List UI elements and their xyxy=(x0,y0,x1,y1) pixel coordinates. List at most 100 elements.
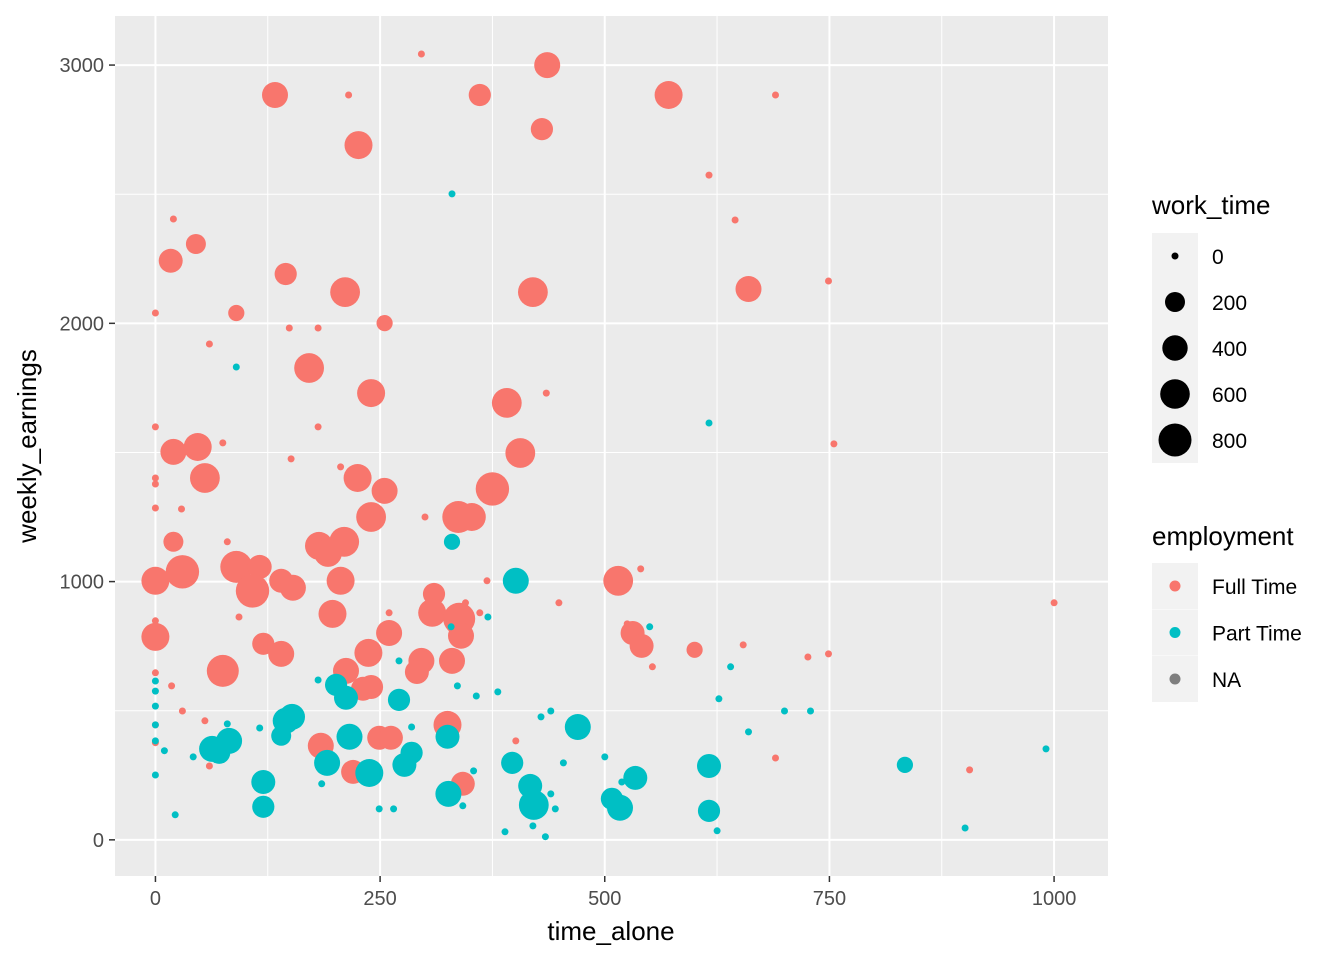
x-tick-label: 500 xyxy=(588,888,621,910)
data-point-part-time xyxy=(697,799,721,823)
data-point-full-time xyxy=(542,389,550,397)
data-point-full-time xyxy=(637,565,645,573)
data-point-part-time xyxy=(551,805,559,813)
data-point-full-time xyxy=(219,439,227,447)
data-point-full-time xyxy=(421,513,429,521)
data-point-part-time xyxy=(447,623,455,631)
data-point-part-time xyxy=(547,790,555,798)
data-point-full-time xyxy=(354,638,383,667)
size-legend-symbol xyxy=(1171,252,1179,260)
data-point-full-time xyxy=(141,622,170,651)
data-point-full-time xyxy=(235,613,243,621)
data-point-full-time xyxy=(223,538,231,546)
color-legend-title: employment xyxy=(1152,521,1294,551)
data-point-full-time xyxy=(475,472,510,506)
color-legend-label: Full Time xyxy=(1212,576,1297,599)
data-point-full-time xyxy=(378,725,403,750)
data-point-full-time xyxy=(178,707,186,715)
data-point-part-time xyxy=(151,737,159,745)
data-point-full-time xyxy=(359,675,384,699)
data-point-full-time xyxy=(623,620,631,628)
data-point-full-time xyxy=(739,641,747,649)
data-point-full-time xyxy=(190,463,220,493)
data-point-full-time xyxy=(337,463,345,471)
data-point-part-time xyxy=(387,688,411,712)
data-point-full-time xyxy=(314,538,342,567)
data-point-part-time xyxy=(232,363,240,371)
data-point-full-time xyxy=(158,248,183,273)
data-point-full-time xyxy=(228,304,245,322)
size-legend-title: work_time xyxy=(1151,190,1270,220)
data-point-full-time xyxy=(165,555,200,589)
data-point-part-time xyxy=(494,688,502,696)
data-point-part-time xyxy=(443,533,461,550)
data-point-part-time xyxy=(375,805,383,813)
data-point-full-time xyxy=(1050,599,1058,607)
data-point-full-time xyxy=(448,622,474,649)
data-point-full-time xyxy=(287,455,295,463)
data-point-part-time xyxy=(1042,745,1050,753)
data-point-full-time xyxy=(468,83,491,107)
data-point-part-time xyxy=(189,753,197,761)
data-point-full-time xyxy=(505,438,536,468)
data-point-part-time xyxy=(781,707,788,715)
y-tick-label: 3000 xyxy=(60,55,105,77)
data-point-full-time xyxy=(318,599,347,628)
data-point-full-time xyxy=(356,502,386,532)
data-point-part-time xyxy=(390,805,398,813)
size-legend-label: 600 xyxy=(1212,384,1247,407)
data-point-full-time xyxy=(491,388,522,418)
data-point-full-time xyxy=(294,353,324,383)
data-point-part-time xyxy=(151,702,159,710)
data-point-full-time xyxy=(344,131,373,160)
data-point-full-time xyxy=(462,599,469,607)
data-point-full-time xyxy=(279,574,306,601)
data-point-full-time xyxy=(205,762,213,770)
data-point-full-time xyxy=(555,599,563,607)
color-legend-label: Part Time xyxy=(1212,623,1302,646)
data-point-full-time xyxy=(376,315,393,332)
data-point-full-time xyxy=(418,598,447,627)
data-point-part-time xyxy=(453,682,461,690)
data-point-part-time xyxy=(256,724,264,732)
data-point-part-time xyxy=(151,687,159,695)
data-point-full-time xyxy=(825,277,832,285)
x-tick-label: 250 xyxy=(363,888,396,910)
data-point-full-time xyxy=(966,766,974,774)
data-point-full-time xyxy=(268,640,295,667)
data-point-full-time xyxy=(201,717,209,725)
data-point-part-time xyxy=(623,765,648,790)
data-point-part-time xyxy=(807,707,814,715)
data-point-part-time xyxy=(435,724,460,749)
data-point-part-time xyxy=(705,419,713,427)
y-tick-label: 0 xyxy=(93,830,104,852)
data-point-part-time xyxy=(435,780,462,807)
data-point-full-time xyxy=(825,650,832,658)
data-point-full-time xyxy=(654,81,683,109)
data-point-part-time xyxy=(600,787,624,810)
y-tick-label: 2000 xyxy=(60,313,105,335)
data-point-part-time xyxy=(501,828,509,836)
data-point-part-time xyxy=(961,824,969,832)
data-point-full-time xyxy=(439,647,465,674)
size-legend-label: 800 xyxy=(1212,430,1247,453)
data-point-full-time xyxy=(345,91,353,99)
data-point-part-time xyxy=(151,771,159,779)
data-point-full-time xyxy=(731,216,739,224)
data-point-full-time xyxy=(151,617,159,625)
data-point-part-time xyxy=(472,692,480,700)
data-point-full-time xyxy=(457,503,486,531)
x-tick-label: 0 xyxy=(150,888,161,910)
size-legend-label: 200 xyxy=(1212,292,1247,315)
data-point-part-time xyxy=(697,754,721,778)
data-point-part-time xyxy=(484,613,492,621)
data-point-full-time xyxy=(343,464,372,492)
data-point-part-time xyxy=(448,190,456,198)
data-point-part-time xyxy=(601,753,609,761)
data-point-full-time xyxy=(512,737,520,745)
data-point-full-time xyxy=(830,440,838,448)
y-tick-label: 1000 xyxy=(60,572,105,594)
data-point-full-time xyxy=(530,118,554,141)
size-legend-label: 400 xyxy=(1212,338,1247,361)
data-point-full-time xyxy=(178,505,185,513)
